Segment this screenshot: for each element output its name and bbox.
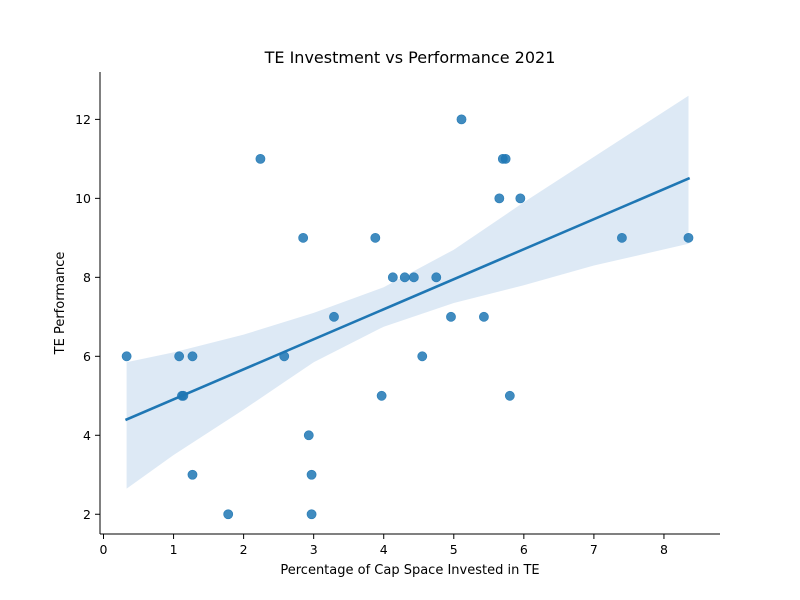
data-point: [431, 272, 442, 283]
x-axis-ticks: 0 1 2 3 4 5 6 7 8: [100, 534, 668, 557]
data-point: [500, 153, 511, 164]
data-point: [303, 430, 314, 441]
data-point: [683, 232, 694, 243]
x-tick-label: 1: [170, 542, 178, 557]
data-point: [504, 390, 515, 401]
confidence-band: [126, 95, 689, 489]
data-point: [255, 153, 266, 164]
x-tick-label: 4: [380, 542, 388, 557]
data-point: [399, 272, 410, 283]
data-point: [187, 351, 198, 362]
confidence-band-layer: [126, 95, 689, 489]
x-tick-label: 6: [520, 542, 528, 557]
plot-area: [121, 95, 694, 520]
data-points: [121, 114, 694, 520]
x-tick-label: 2: [240, 542, 248, 557]
y-tick-label: 4: [83, 428, 91, 443]
y-axis-label: TE Performance: [53, 252, 68, 356]
x-tick-label: 3: [310, 542, 318, 557]
data-point: [279, 351, 290, 362]
data-point: [370, 232, 381, 243]
x-tick-label: 7: [590, 542, 598, 557]
data-point: [187, 469, 198, 480]
data-point: [306, 469, 317, 480]
x-tick-label: 8: [660, 542, 668, 557]
data-point: [329, 311, 339, 322]
x-tick-label: 0: [100, 542, 108, 557]
data-point: [376, 390, 387, 401]
data-point: [479, 311, 489, 322]
data-point: [417, 351, 428, 362]
data-point: [408, 272, 419, 283]
regression-line-layer: [124, 176, 691, 422]
y-tick-label: 10: [75, 191, 91, 206]
data-point: [174, 351, 185, 362]
data-point: [515, 193, 526, 204]
data-point: [178, 390, 189, 401]
y-axis-ticks: 2 4 6 8 10 12: [75, 112, 100, 522]
y-tick-label: 2: [83, 507, 91, 522]
data-point: [387, 272, 398, 283]
data-point: [446, 311, 456, 322]
y-tick-label: 6: [83, 349, 91, 364]
chart-title: TE Investment vs Performance 2021: [264, 48, 556, 67]
data-point: [121, 351, 132, 362]
y-tick-label: 12: [75, 112, 91, 127]
x-tick-label: 5: [450, 542, 458, 557]
axes-frame: [99, 72, 720, 535]
regression-line: [124, 176, 691, 422]
data-point: [306, 509, 317, 520]
data-point: [494, 193, 505, 204]
data-point: [617, 232, 627, 243]
data-point: [456, 114, 467, 125]
x-axis-label: Percentage of Cap Space Invested in TE: [280, 563, 539, 578]
data-point: [298, 232, 309, 243]
y-tick-label: 8: [83, 270, 91, 285]
data-point: [223, 509, 234, 520]
